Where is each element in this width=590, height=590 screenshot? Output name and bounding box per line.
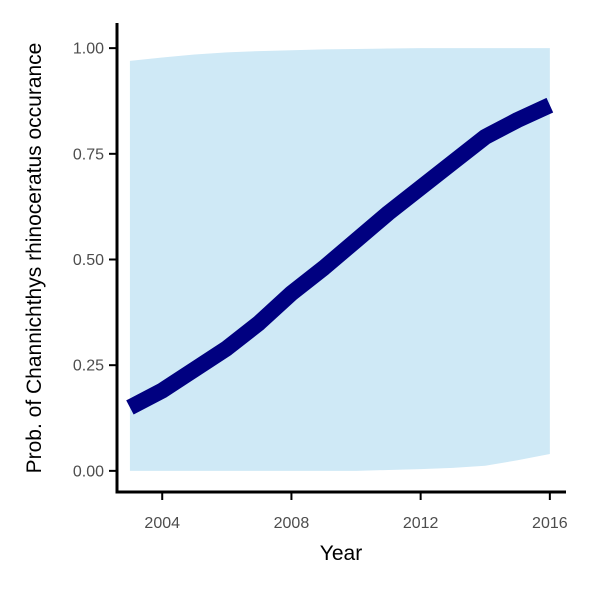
- y-tick-label: 0.75: [73, 146, 104, 163]
- y-axis-title: Prob. of Channichthys rhinoceratus occur…: [23, 43, 46, 474]
- x-axis-title: Year: [320, 542, 362, 565]
- x-tick-label: 2004: [144, 515, 180, 532]
- y-tick-label: 0.25: [73, 358, 104, 375]
- y-tick-label: 0.50: [73, 252, 104, 269]
- x-tick-label: 2008: [274, 515, 310, 532]
- fitted-line: [126, 97, 554, 415]
- y-tick-label: 0.00: [73, 463, 104, 480]
- y-tick-label: 1.00: [73, 41, 104, 58]
- x-tick-label: 2016: [532, 515, 568, 532]
- axes: 0.00 0.25 0.50 0.75 1.00 2004 2008 2012 2016: [73, 23, 568, 532]
- plot-area: [126, 48, 554, 471]
- x-tick-label: 2012: [403, 515, 439, 532]
